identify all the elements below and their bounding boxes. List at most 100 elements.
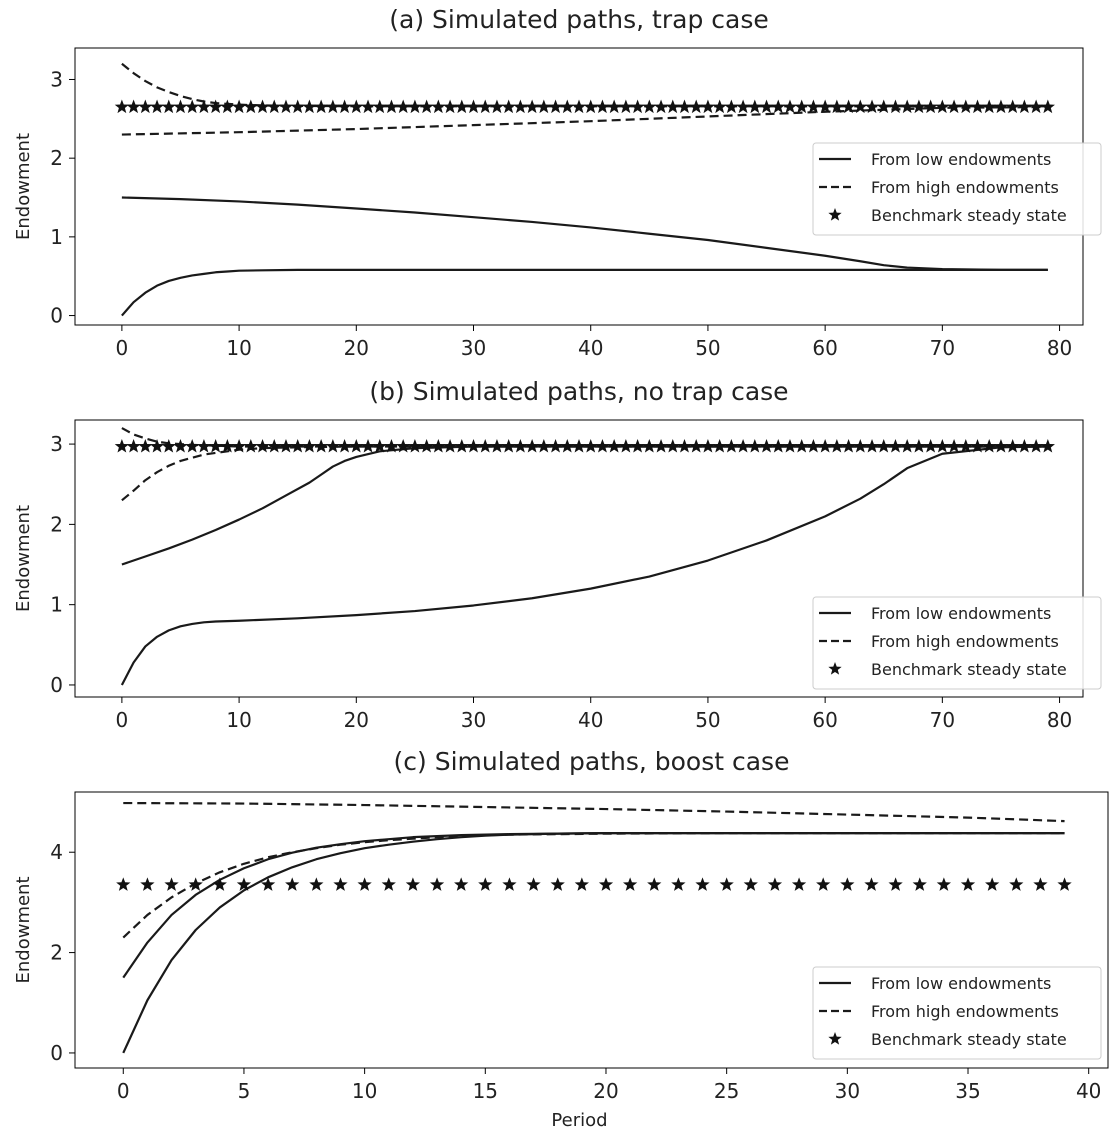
steady-state-star-point	[840, 877, 855, 891]
x-tick-label: 60	[812, 708, 837, 732]
x-tick-label: 80	[1047, 708, 1072, 732]
series-line-high-endowments	[121, 445, 1048, 502]
steady-state-star-point	[724, 99, 739, 114]
x-tick-label: 0	[117, 1079, 130, 1103]
steady-state-star-point	[431, 99, 446, 114]
steady-state-star-point	[255, 439, 270, 453]
steady-state-star-point	[818, 439, 833, 453]
chart-title-b: (b) Simulated paths, no trap case	[369, 377, 788, 406]
steady-state-star-point	[243, 439, 258, 453]
legend-b: From low endowments From high endowments B…	[812, 596, 1102, 690]
steady-state-star-point	[853, 439, 868, 453]
steady-state-star-point	[1033, 877, 1048, 891]
steady-state-star-point	[164, 877, 179, 891]
y-tick-label: 0	[50, 673, 63, 697]
steady-state-star-point	[630, 439, 645, 453]
steady-state-star-point	[501, 99, 516, 114]
steady-state-star-point	[442, 99, 458, 114]
steady-state-star-point	[900, 99, 915, 114]
steady-state-star-point	[290, 439, 305, 453]
plot-frame-c	[74, 791, 1109, 1069]
steady-state-star-point	[255, 99, 270, 114]
y-tick-label: 2	[50, 512, 63, 536]
steady-state-star-point	[618, 439, 634, 453]
steady-state-star-point	[853, 99, 868, 114]
series-line-low-endowments	[121, 196, 1048, 272]
steady-state-star-point	[489, 439, 505, 453]
steady-state-star-point	[560, 99, 575, 114]
steady-state-star-point	[116, 877, 131, 891]
steady-state-star-point	[138, 99, 153, 114]
steady-state-star-point	[806, 439, 821, 453]
steady-state-star-point	[888, 99, 903, 114]
steady-state-star-point	[647, 877, 662, 891]
series-line-high-endowments	[122, 832, 1065, 939]
steady-state-star-point	[782, 99, 798, 114]
steady-state-star-point	[489, 99, 505, 114]
x-tick-label: 60	[812, 336, 837, 360]
steady-state-star-point	[526, 877, 541, 891]
steady-state-star-point	[671, 877, 686, 891]
steady-state-star-point	[372, 99, 387, 114]
x-tick-label: 15	[473, 1079, 498, 1103]
y-tick-label: 2	[50, 941, 63, 965]
steady-state-star-point	[560, 439, 575, 453]
steady-state-star-point	[677, 439, 692, 453]
series-line-low-endowments	[121, 268, 1048, 317]
steady-state-star-point	[888, 877, 903, 891]
steady-state-star-point	[712, 99, 727, 114]
legend-entry-label: Benchmark steady state	[871, 660, 1067, 679]
legend-entry-label: From low endowments	[871, 150, 1051, 169]
x-tick-label: 0	[116, 336, 129, 360]
steady-state-star-point	[185, 99, 200, 114]
steady-state-star-point	[357, 877, 372, 891]
legend-box	[812, 596, 1102, 690]
steady-state-star-point	[642, 439, 657, 453]
steady-state-star-point	[829, 99, 844, 114]
steady-state-star-point	[314, 439, 329, 453]
y-tick-label: 1	[50, 593, 63, 617]
steady-state-star-point	[935, 439, 950, 453]
steady-state-star-point	[595, 99, 610, 114]
y-tick-label: 0	[50, 1041, 63, 1065]
steady-state-star-point	[900, 439, 915, 453]
chart-title-c: (c) Simulated paths, boost case	[394, 747, 790, 776]
steady-state-star-point	[231, 99, 247, 114]
steady-state-star-point	[325, 439, 340, 453]
steady-state-star-point	[161, 99, 176, 114]
steady-state-star-point	[278, 439, 294, 453]
steady-state-star-point	[243, 99, 258, 114]
steady-state-star-point	[429, 877, 445, 891]
steady-state-star-point	[138, 439, 153, 453]
steady-state-star-point	[337, 439, 352, 453]
steady-state-star-point	[407, 99, 423, 114]
steady-state-star-point	[598, 877, 614, 891]
y-axis-label-c: Endowment	[13, 876, 34, 983]
steady-state-star-point	[735, 439, 751, 453]
x-tick-label: 20	[344, 708, 369, 732]
steady-state-star-point	[372, 439, 387, 453]
series-benchmark-steady-state	[114, 439, 1055, 453]
steady-state-star-point	[267, 99, 282, 114]
x-tick-label: 50	[695, 708, 720, 732]
steady-state-star-point	[982, 439, 997, 453]
steady-state-star-point	[946, 439, 962, 453]
steady-state-star-point	[236, 877, 252, 891]
steady-state-star-point	[958, 439, 973, 453]
steady-state-star-point	[396, 99, 411, 114]
steady-state-star-point	[791, 877, 807, 891]
steady-state-star-point	[794, 99, 809, 114]
steady-state-star-point	[622, 877, 638, 891]
steady-state-star-point	[618, 99, 634, 114]
steady-state-star-point	[841, 99, 856, 114]
steady-state-star-point	[360, 439, 376, 453]
chart-title-a: (a) Simulated paths, trap case	[389, 5, 769, 34]
x-tick-label: 70	[930, 708, 955, 732]
x-tick-label: 30	[835, 1079, 860, 1103]
steady-state-star-point	[724, 439, 739, 453]
steady-state-star-point	[220, 99, 235, 114]
steady-state-star-point	[478, 439, 493, 453]
steady-state-star-point	[630, 99, 645, 114]
steady-state-star-point	[1017, 439, 1032, 453]
